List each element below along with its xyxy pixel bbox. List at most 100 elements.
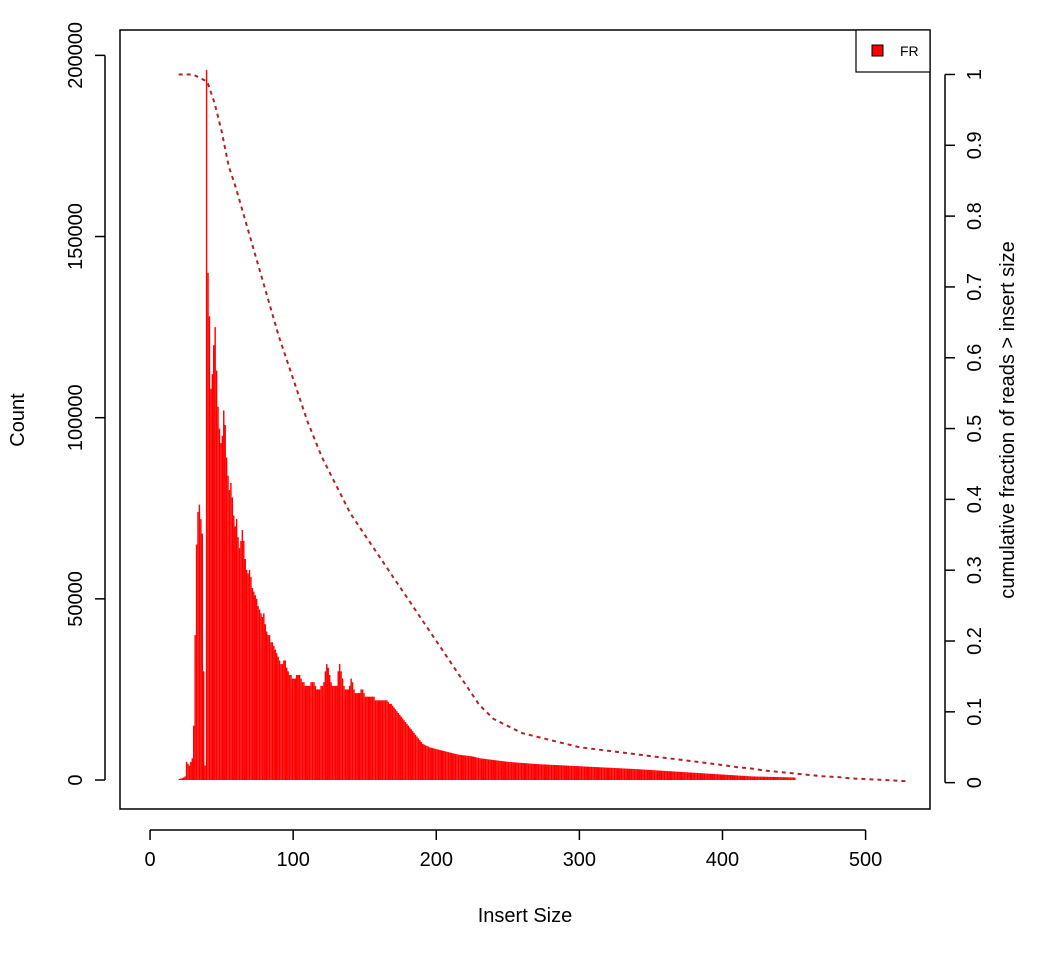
histogram-bar (655, 770, 657, 781)
histogram-bar (680, 771, 683, 781)
histogram-bar (380, 700, 382, 781)
histogram-bar (304, 685, 307, 781)
histogram-bar (603, 767, 606, 781)
histogram-bar (430, 747, 432, 781)
histogram-bar (678, 771, 680, 781)
histogram-bar (357, 693, 359, 781)
secondary-y-axis: 0 0.1 0.2 0.3 0.4 0.5 0.6 0.7 0.8 0.9 1 (944, 69, 986, 788)
histogram-bar (181, 778, 183, 781)
histogram-bar (572, 765, 574, 781)
histogram-bar (437, 749, 440, 781)
histogram-bar (326, 664, 328, 781)
histogram-bar (377, 700, 380, 781)
histogram-bar (630, 768, 633, 781)
histogram-bar (602, 767, 604, 781)
histogram-bar (504, 761, 507, 781)
histogram-bar (469, 756, 471, 781)
histogram-bar (265, 631, 268, 781)
histogram-bar (376, 700, 378, 781)
histogram-bar (208, 316, 211, 781)
histogram-bar (281, 664, 284, 781)
histogram-bar (500, 760, 503, 781)
histogram-bar (257, 606, 259, 781)
histogram-bar (337, 671, 339, 781)
histogram-bar (419, 740, 421, 781)
histogram-bar (231, 497, 234, 781)
histogram-bar (450, 752, 453, 781)
histogram-bar (296, 674, 298, 781)
histogram-bar (290, 674, 292, 781)
histogram-bar (350, 678, 352, 781)
histogram-bar (224, 424, 226, 781)
histogram-bar (688, 772, 690, 781)
histogram-bar (775, 777, 777, 781)
histogram-bar (746, 776, 749, 781)
histogram-bar (517, 762, 520, 781)
histogram-bar (731, 775, 733, 781)
histogram-bar (513, 762, 515, 781)
histogram-bar (682, 772, 684, 781)
histogram-bar (713, 774, 716, 781)
histogram-bar (556, 765, 558, 781)
histogram-bar (429, 747, 431, 781)
histogram-bar (464, 755, 467, 781)
histogram-bar (188, 765, 191, 781)
histogram-bar (267, 635, 269, 781)
histogram-bar (685, 772, 687, 781)
histogram-bar (587, 766, 590, 781)
histogram-bar (673, 771, 676, 781)
histogram-bar (401, 718, 404, 781)
histogram-bar (716, 774, 719, 781)
histogram-bar (244, 559, 246, 781)
histogram-bar (550, 764, 553, 781)
histogram-bar (463, 755, 465, 781)
histogram-bar (404, 722, 407, 781)
x-tick-label: 0 (144, 849, 155, 871)
histogram-bar (552, 764, 554, 781)
histogram-bar (560, 765, 563, 781)
histogram-bar (519, 762, 521, 781)
histogram-bar (187, 763, 189, 781)
histogram-bar (715, 774, 717, 781)
histogram-bar (703, 773, 706, 781)
histogram-bar (718, 774, 720, 781)
histogram-bar (520, 762, 523, 781)
histogram-bar (486, 759, 488, 781)
histogram-bar (258, 609, 261, 781)
histogram-bar (243, 540, 245, 781)
histogram-bar (314, 685, 317, 781)
histogram-bar (466, 755, 468, 781)
histogram-bar (379, 700, 381, 781)
histogram-bar (280, 664, 282, 781)
histogram-bar (626, 768, 629, 781)
histogram-bar (659, 770, 661, 781)
histogram-bar (698, 773, 700, 781)
histogram-bar (788, 777, 790, 781)
histogram-bar (374, 700, 377, 781)
histogram-bar (185, 761, 188, 781)
histogram-bar (535, 763, 537, 781)
histogram-bar (735, 775, 737, 781)
histogram-bar (444, 751, 447, 781)
histogram-bar (190, 761, 192, 781)
cumulative-fraction-line (178, 73, 906, 783)
y-tick-label: 100000 (65, 384, 87, 451)
histogram-bar (530, 763, 533, 781)
histogram-bar (759, 776, 762, 781)
histogram-bar (489, 759, 491, 781)
histogram-bar (765, 776, 767, 781)
histogram-bar (413, 732, 415, 781)
histogram-bar (758, 776, 760, 781)
histogram-bar (605, 767, 607, 781)
secondary-y-tick-label: 1 (964, 69, 986, 80)
histogram-bar (318, 689, 321, 781)
histogram-bar (436, 749, 438, 781)
histogram-bar (417, 738, 420, 781)
legend-swatch-fr (871, 44, 884, 57)
histogram-bar (297, 674, 299, 781)
histogram-bar (562, 765, 564, 781)
histogram-bar (366, 696, 368, 781)
histogram-bar (427, 746, 430, 781)
histogram-bar (220, 443, 222, 781)
histogram-bar (204, 765, 206, 781)
